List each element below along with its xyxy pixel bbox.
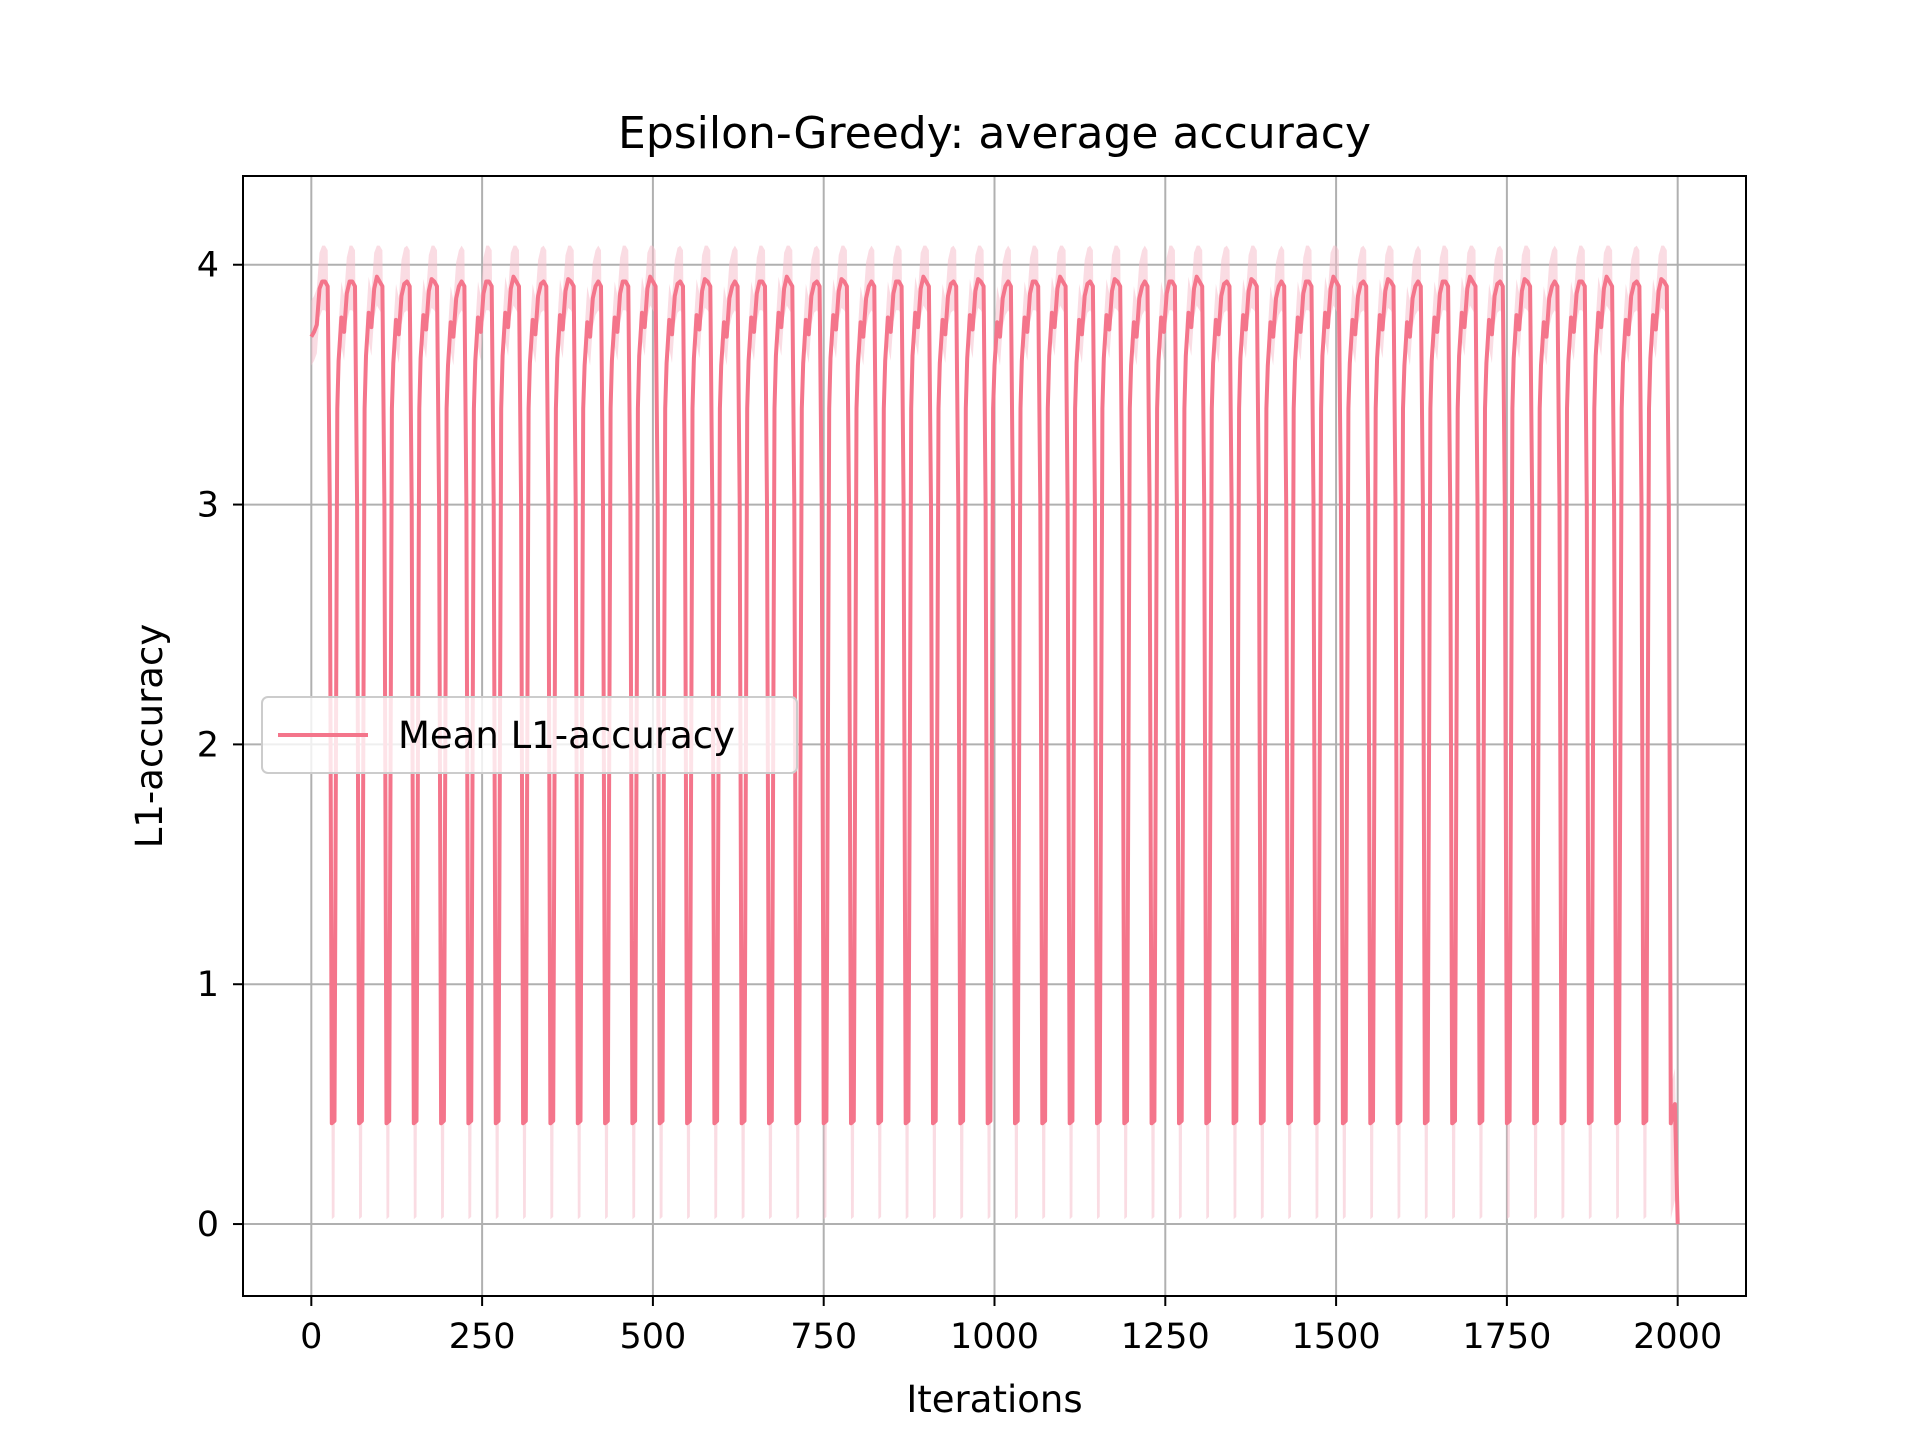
x-tick-label: 1250 [1121,1317,1210,1357]
plot-area [309,245,1680,1225]
legend-box [261,696,798,774]
x-tick-label: 250 [449,1317,516,1357]
y-axis-label: L1-accuracy [128,624,171,848]
chart-title: Epsilon-Greedy: average accuracy [618,108,1371,159]
y-tick-label: 3 [197,486,219,526]
y-tick-label: 2 [197,725,219,765]
legend-label-mean: Mean L1-accuracy [398,714,735,757]
x-tick-label: 1500 [1292,1317,1381,1357]
x-axis-label: Iterations [906,1378,1082,1421]
legend: Mean L1-accuracy [261,696,798,774]
y-tick-label: 4 [197,246,219,286]
ticks: 0 250 500 750 1000 1250 1500 1750 2000 0 1 2 3 4 [197,246,1723,1357]
x-tick-label: 750 [790,1317,857,1357]
x-tick-label: 0 [300,1317,322,1357]
x-tick-label: 2000 [1633,1317,1722,1357]
y-tick-label: 1 [197,965,219,1005]
x-tick-label: 1000 [950,1317,1039,1357]
y-tick-label: 0 [197,1205,219,1245]
x-tick-label: 500 [620,1317,687,1357]
series-line-mean [309,274,1680,1225]
x-tick-label: 1750 [1462,1317,1551,1357]
